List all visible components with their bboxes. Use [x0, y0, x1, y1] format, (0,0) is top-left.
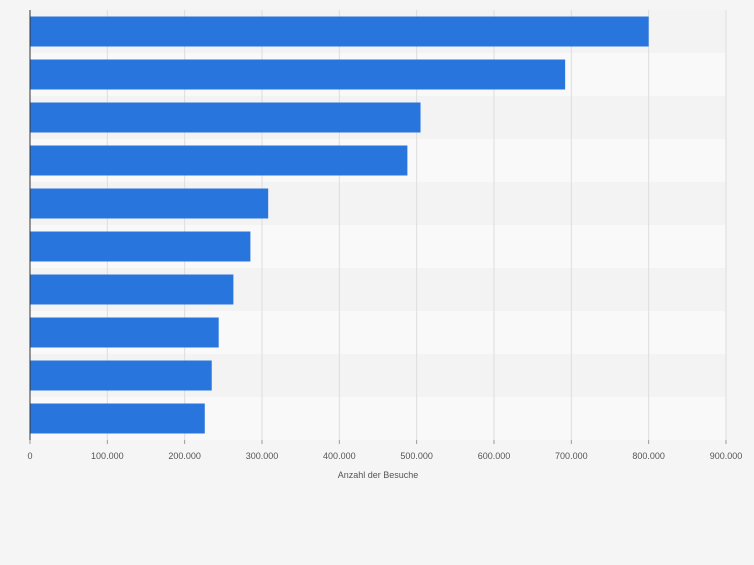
- x-tick-label: 300.000: [246, 451, 279, 461]
- x-tick-label: 200.000: [168, 451, 201, 461]
- x-tick-label: 0: [27, 451, 32, 461]
- bars: [30, 16, 649, 434]
- bar: [30, 403, 205, 434]
- bar: [30, 145, 408, 176]
- x-tick-label: 100.000: [91, 451, 124, 461]
- bar: [30, 274, 234, 305]
- bar: [30, 231, 251, 262]
- x-axis-ticks: 0 100.000 200.000 300.000 400.000 500.000 600.…: [27, 440, 742, 461]
- bar: [30, 102, 421, 133]
- x-tick-label: 800.000: [632, 451, 665, 461]
- x-tick-label: 900.000: [710, 451, 743, 461]
- x-tick-label: 700.000: [555, 451, 588, 461]
- bar: [30, 59, 566, 90]
- bar: [30, 317, 219, 348]
- x-tick-label: 400.000: [323, 451, 356, 461]
- bar: [30, 188, 269, 219]
- x-tick-label: 600.000: [478, 451, 511, 461]
- x-tick-label: 500.000: [400, 451, 433, 461]
- x-axis-label: Anzahl der Besuche: [338, 470, 419, 480]
- bar: [30, 16, 649, 47]
- bar: [30, 360, 212, 391]
